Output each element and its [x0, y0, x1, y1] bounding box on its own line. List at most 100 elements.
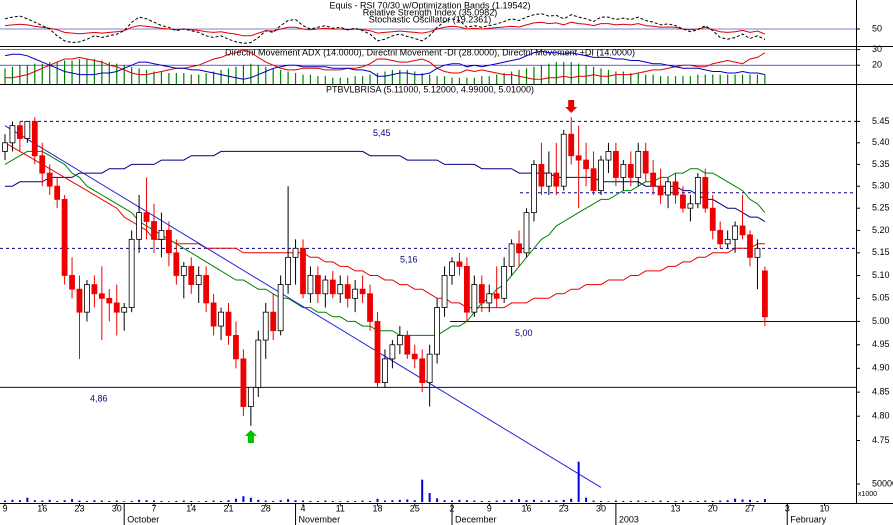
volume-bar — [123, 501, 126, 502]
candle-body — [24, 121, 31, 139]
bar — [488, 76, 490, 84]
bar — [578, 63, 580, 84]
bar — [101, 60, 103, 84]
x-tick-label: 4 — [300, 503, 305, 513]
level-label: 5,00 — [515, 328, 533, 338]
bar — [570, 62, 572, 84]
candle-body — [195, 275, 202, 285]
y-tick-label: 5.45 — [872, 116, 890, 126]
volume-bar — [689, 500, 692, 502]
y-tick-label: 5.40 — [872, 137, 890, 147]
x-tick-label: 30 — [596, 503, 606, 513]
bar — [555, 62, 557, 84]
volume-bar — [495, 500, 498, 502]
bar — [116, 63, 118, 84]
volume-bar — [294, 500, 297, 502]
candle-body — [322, 279, 329, 295]
candle-body — [523, 212, 530, 254]
candle-body — [575, 155, 582, 161]
bar — [622, 71, 624, 84]
volume-bar — [614, 500, 617, 502]
candle-body — [620, 163, 627, 178]
volume-bar — [63, 500, 66, 502]
x-tick-label: 20 — [708, 503, 718, 513]
candle-body — [456, 261, 463, 267]
candle-body — [709, 207, 716, 231]
volume-bar — [48, 499, 51, 502]
candle-body — [255, 339, 262, 388]
candle-body — [702, 177, 709, 209]
volume-bar — [607, 501, 610, 502]
volume-bar — [763, 499, 766, 502]
volume-bar — [734, 498, 737, 502]
bar — [399, 69, 401, 84]
bar — [242, 65, 244, 84]
volume-bar — [249, 497, 252, 502]
bar — [689, 76, 691, 84]
candle-body — [650, 172, 657, 187]
candle-body — [419, 358, 426, 383]
bar — [160, 71, 163, 84]
volume-bar — [175, 500, 178, 502]
month-label: February — [790, 514, 827, 524]
trend-line — [4, 125, 602, 488]
bar — [93, 58, 95, 84]
y-tick-label: 5.05 — [872, 293, 890, 303]
bar — [49, 62, 51, 84]
candle-body — [76, 288, 83, 313]
bar — [287, 71, 289, 84]
candle-body — [389, 344, 396, 360]
volume-bar — [153, 500, 155, 502]
candle-body — [627, 163, 634, 178]
candle-body — [233, 335, 239, 360]
month-label: November — [299, 514, 341, 524]
panel-title: Equis - RSI 70/30 w/Optimization Bands (… — [329, 0, 530, 10]
bar — [302, 74, 304, 84]
candle-body — [493, 293, 500, 299]
bar — [667, 76, 669, 84]
volume-bar — [93, 500, 96, 502]
candle-body — [531, 163, 537, 214]
bar — [41, 63, 43, 84]
y-tick-label: 4.85 — [872, 387, 890, 397]
candle-body — [121, 307, 128, 313]
volume-bar — [451, 500, 453, 502]
volume-bar — [532, 499, 535, 502]
volume-bar — [585, 497, 588, 502]
volume-bar — [167, 501, 170, 502]
level-label: 4,86 — [90, 394, 108, 404]
x-tick-label: 27 — [745, 503, 755, 513]
y-tick-label: 5.00 — [872, 316, 890, 326]
candle-body — [404, 335, 411, 355]
month-label: October — [127, 514, 159, 524]
bar — [213, 71, 215, 84]
bar — [198, 74, 200, 84]
candle-body — [314, 275, 321, 295]
candle-body — [218, 311, 224, 327]
bar — [697, 74, 699, 84]
candle-body — [434, 307, 441, 355]
candle-body — [262, 311, 269, 341]
bar — [540, 65, 542, 84]
bar — [660, 76, 662, 84]
bar — [764, 74, 766, 84]
volume-bar — [264, 500, 267, 502]
y-tick-label: 5.35 — [872, 159, 890, 169]
volume-bar — [11, 499, 14, 502]
x-tick-label: 14 — [186, 503, 196, 513]
bar — [168, 73, 170, 84]
bar — [630, 73, 632, 84]
volume-bar — [592, 500, 595, 502]
bar — [332, 77, 334, 84]
volume-bar — [473, 500, 476, 502]
volume-bar — [279, 500, 282, 502]
candle-body — [501, 265, 508, 299]
candle-body — [352, 288, 359, 299]
y-tick-label: 50 — [872, 23, 882, 33]
volume-bar — [130, 500, 133, 502]
candle-body — [16, 125, 23, 139]
candle-body — [151, 221, 157, 240]
volume-bar — [18, 500, 21, 502]
bar — [734, 74, 736, 84]
volume-bar — [570, 498, 573, 502]
